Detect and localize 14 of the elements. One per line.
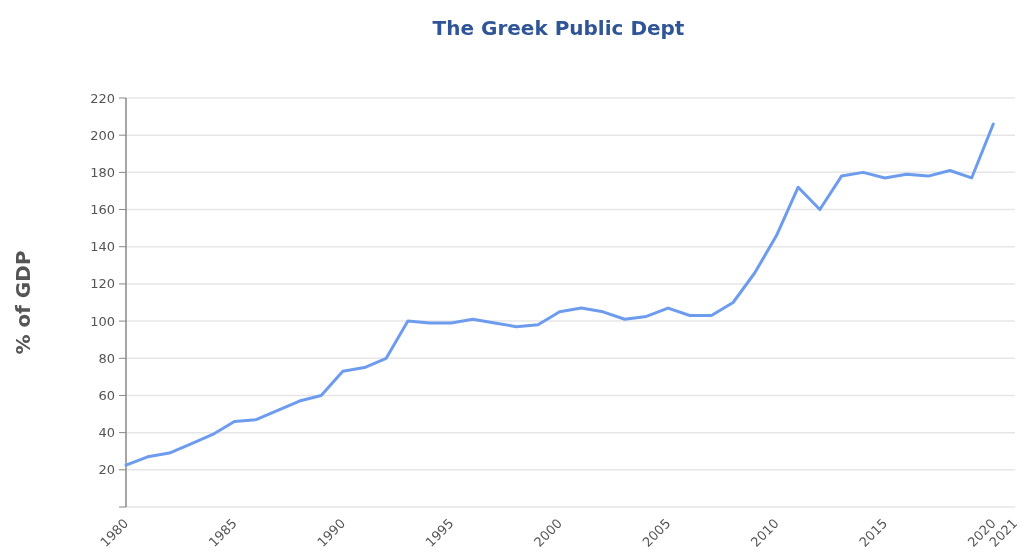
y-tick-label: 180: [90, 164, 115, 180]
y-tick-label: 20: [98, 462, 115, 478]
y-tick-label: 40: [98, 425, 115, 441]
y-tick-label: 80: [98, 350, 115, 366]
y-tick-label: 200: [90, 127, 115, 143]
y-tick-label: 60: [98, 388, 115, 403]
y-axis-title: % of GDP: [11, 250, 35, 355]
y-tick-label: 140: [90, 239, 115, 255]
y-tick-label: 220: [90, 90, 115, 106]
y-tick-label: 160: [90, 202, 115, 218]
chart-title: The Greek Public Dept: [432, 16, 685, 40]
line-series: [124, 122, 995, 467]
y-tick-label: 100: [90, 313, 115, 329]
y-tick-label: 120: [90, 276, 115, 292]
